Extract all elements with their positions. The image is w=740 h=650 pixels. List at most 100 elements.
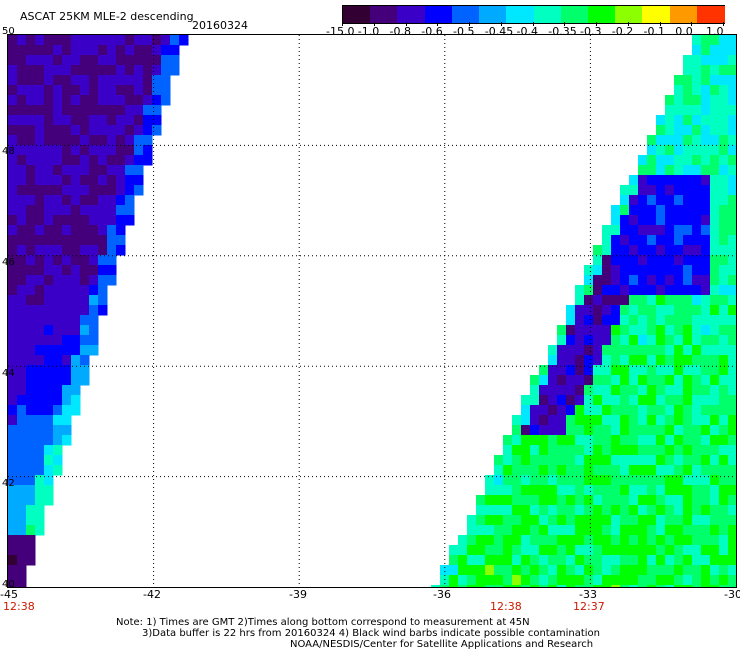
swath-cell (71, 395, 81, 406)
swath-cell (62, 405, 72, 416)
swath-cell (656, 265, 666, 276)
swath-cell (692, 395, 702, 406)
swath-cell (566, 365, 576, 376)
swath-cell (728, 95, 736, 106)
swath-cell (161, 95, 171, 106)
swath-cell (89, 135, 99, 146)
swath-cell (593, 585, 603, 587)
swath-cell (710, 305, 720, 316)
swath-cell (35, 405, 45, 416)
swath-cell (701, 435, 711, 446)
swath-cell (143, 95, 153, 106)
swath-cell (71, 295, 81, 306)
swath-cell (26, 215, 36, 226)
swath-cell (575, 525, 585, 536)
swath-cell (647, 455, 657, 466)
swath-cell (602, 515, 612, 526)
swath-cell (674, 225, 684, 236)
swath-cell (35, 185, 45, 196)
swath-cell (26, 405, 36, 416)
swath-cell (530, 545, 540, 556)
swath-cell (710, 145, 720, 156)
swath-cell (521, 445, 531, 456)
swath-cell (665, 105, 675, 116)
swath-cell (35, 145, 45, 156)
swath-cell (35, 435, 45, 446)
swath-cell (116, 105, 126, 116)
swath-cell (701, 545, 711, 556)
swath-cell (26, 125, 36, 136)
swath-cell (53, 145, 63, 156)
swath-cell (80, 355, 90, 366)
swath-cell (8, 515, 18, 526)
swath-cell (665, 575, 675, 586)
swath-cell (710, 395, 720, 406)
swath-cell (530, 445, 540, 456)
swath-cell (584, 365, 594, 376)
swath-cell (620, 185, 630, 196)
swath-cell (26, 105, 36, 116)
swath-cell (53, 85, 63, 96)
lon-tick-label: -36 (433, 588, 451, 601)
swath-cell (53, 45, 63, 56)
swath-cell (530, 575, 540, 586)
swath-cell (26, 505, 36, 516)
swath-cell (692, 325, 702, 336)
swath-cell (467, 515, 477, 526)
swath-cell (701, 345, 711, 356)
swath-cell (440, 575, 450, 586)
swath-cell (35, 445, 45, 456)
swath-cell (71, 315, 81, 326)
swath-cell (44, 225, 54, 236)
swath-cell (521, 535, 531, 546)
swath-cell (629, 355, 639, 366)
swath-cell (485, 545, 495, 556)
swath-cell (692, 285, 702, 296)
swath-cell (71, 195, 81, 206)
swath-cell (683, 295, 693, 306)
swath-cell (656, 535, 666, 546)
swath-cell (35, 285, 45, 296)
swath-cell (683, 335, 693, 346)
swath-cell (638, 365, 648, 376)
swath-cell (719, 515, 729, 526)
swath-cell (728, 345, 736, 356)
map-plot[interactable] (7, 34, 737, 588)
swath-cell (539, 505, 549, 516)
swath-cell (143, 115, 153, 126)
swath-cell (665, 295, 675, 306)
swath-cell (674, 135, 684, 146)
swath-cell (26, 345, 36, 356)
swath-cell (638, 545, 648, 556)
swath-cell (647, 385, 657, 396)
swath-cell (35, 135, 45, 146)
swath-cell (647, 205, 657, 216)
swath-cell (17, 335, 27, 346)
swath-cell (89, 335, 99, 346)
swath-cell (674, 265, 684, 276)
swath-cell (719, 225, 729, 236)
swath-cell (629, 285, 639, 296)
swath-cell (512, 495, 522, 506)
swath-cell (710, 455, 720, 466)
swath-cell (62, 75, 72, 86)
swath-cell (683, 545, 693, 556)
swath-cell (611, 425, 621, 436)
swath-cell (710, 135, 720, 146)
swath-cell (521, 425, 531, 436)
swath-cell (728, 375, 736, 386)
swath-cell (53, 265, 63, 276)
swath-cell (629, 245, 639, 256)
swath-cell (719, 375, 729, 386)
swath-cell (710, 445, 720, 456)
swath-cell (26, 225, 36, 236)
swath-cell (593, 425, 603, 436)
swath-cell (683, 145, 693, 156)
swath-cell (593, 385, 603, 396)
swath-cell (701, 385, 711, 396)
swath-cell (494, 535, 504, 546)
swath-cell (593, 325, 603, 336)
swath-cell (80, 255, 90, 266)
swath-cell (26, 425, 36, 436)
swath-cell (62, 275, 72, 286)
